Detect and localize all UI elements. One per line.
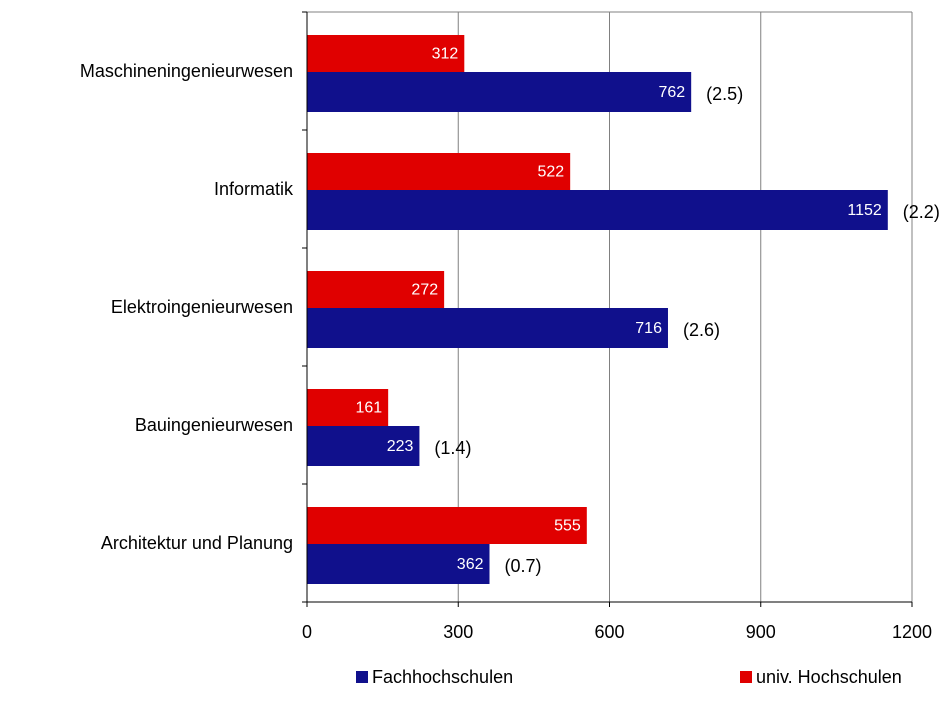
value-label: 312 <box>432 46 459 63</box>
annotation: (2.5) <box>706 84 743 104</box>
value-label: 161 <box>355 400 382 417</box>
bar <box>307 190 888 230</box>
legend-swatch <box>740 671 752 683</box>
value-label: 362 <box>457 556 484 573</box>
bar <box>307 308 668 348</box>
legend-label: Fachhochschulen <box>372 667 513 687</box>
bar <box>307 35 465 72</box>
annotation: (1.4) <box>434 438 471 458</box>
annotation: (0.7) <box>505 556 542 576</box>
bar <box>307 544 490 584</box>
bar <box>307 153 571 190</box>
bar <box>307 271 445 308</box>
value-label: 1152 <box>847 202 882 219</box>
x-tick-label: 1200 <box>892 622 932 642</box>
x-tick-label: 900 <box>746 622 776 642</box>
category-label: Bauingenieurwesen <box>135 415 293 435</box>
legend-swatch <box>356 671 368 683</box>
bar <box>307 507 587 544</box>
value-label: 716 <box>635 320 662 337</box>
category-label: Informatik <box>214 179 294 199</box>
annotation: (2.2) <box>903 202 940 222</box>
value-label: 272 <box>411 282 438 299</box>
category-label: Maschineningenieurwesen <box>80 61 293 81</box>
x-tick-label: 300 <box>443 622 473 642</box>
category-label: Elektroingenieurwesen <box>111 297 293 317</box>
category-label: Architektur und Planung <box>101 533 293 553</box>
x-tick-label: 600 <box>594 622 624 642</box>
value-label: 762 <box>658 84 685 101</box>
value-label: 555 <box>554 518 581 535</box>
bar <box>307 72 692 112</box>
value-label: 223 <box>387 438 414 455</box>
bar <box>307 389 389 426</box>
legend-label: univ. Hochschulen <box>756 667 902 687</box>
annotation: (2.6) <box>683 320 720 340</box>
value-label: 522 <box>537 164 564 181</box>
x-tick-label: 0 <box>302 622 312 642</box>
bar <box>307 426 420 466</box>
